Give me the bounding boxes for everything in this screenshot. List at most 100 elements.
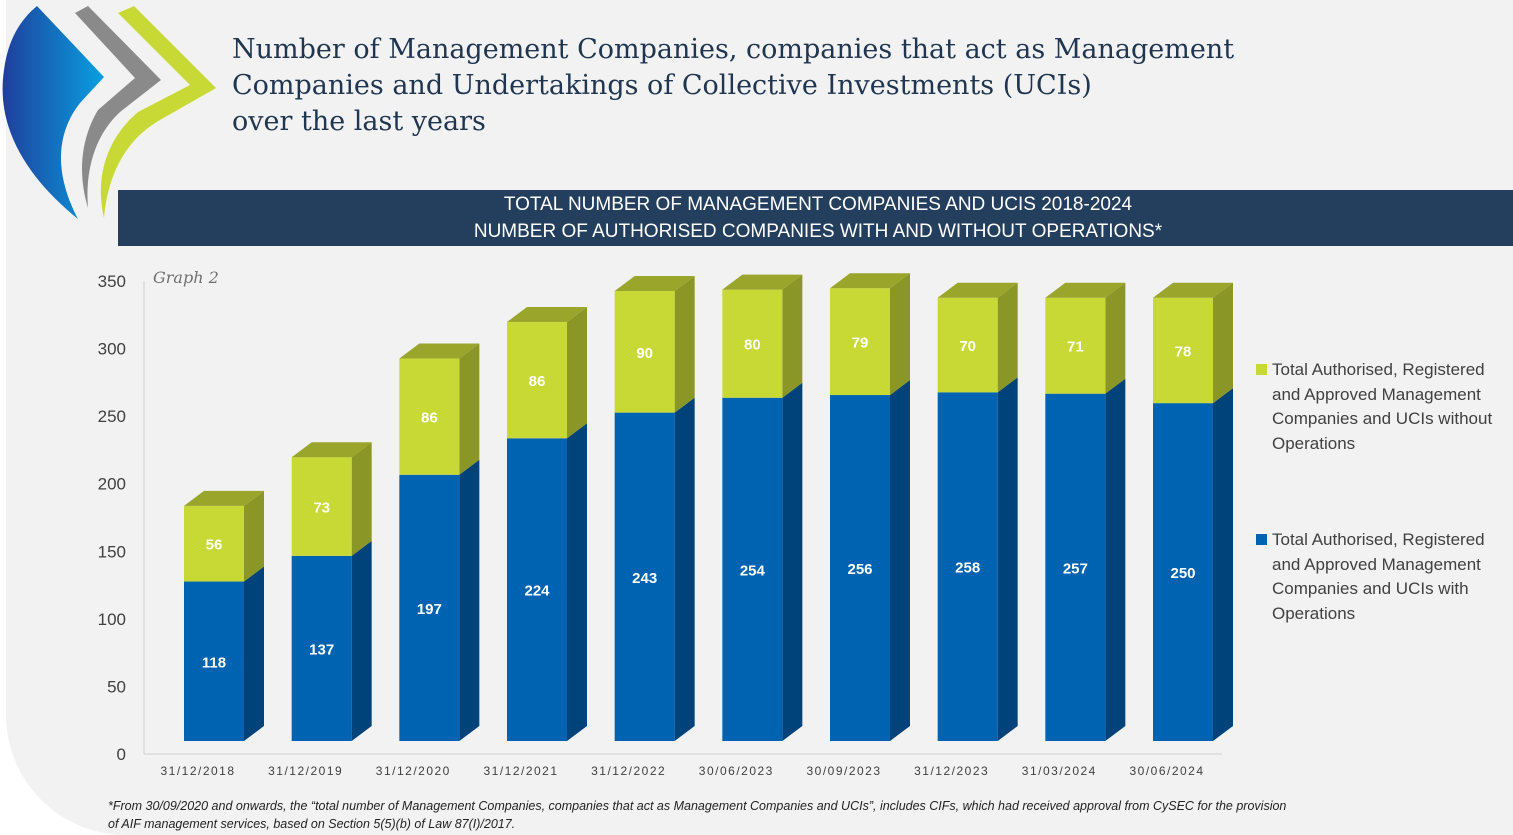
bar-side <box>244 490 264 582</box>
data-label: 73 <box>313 500 330 517</box>
bar-segment <box>184 581 244 741</box>
x-tick-label: 31/12/2020 <box>376 764 451 778</box>
y-tick-label: 50 <box>107 677 126 696</box>
y-tick-label: 350 <box>98 272 126 291</box>
bar-segment <box>507 322 567 439</box>
chart-annotation: Graph 2 <box>153 268 219 287</box>
bar-side <box>459 459 480 741</box>
x-tick-label: 31/12/2018 <box>160 764 235 778</box>
title-line: Companies and Undertakings of Collective… <box>232 70 1092 101</box>
data-label: 70 <box>959 338 976 355</box>
legend-swatch <box>1256 534 1267 545</box>
footnote: *From 30/09/2020 and onwards, the “total… <box>108 797 1408 833</box>
data-label: 71 <box>1067 339 1084 356</box>
data-label: 258 <box>955 560 980 577</box>
bar-side <box>244 566 264 741</box>
legend-item-with-operations: Total Authorised, Registered and Approve… <box>1256 528 1513 626</box>
bar-side <box>567 307 587 439</box>
bar-segment <box>291 555 352 741</box>
bar-segment <box>937 392 998 741</box>
bar-side <box>890 273 910 396</box>
bar-top <box>507 307 587 323</box>
bar-segment <box>399 358 460 475</box>
bar-segment <box>507 438 567 741</box>
x-tick-label: 31/12/2022 <box>591 764 666 778</box>
bar-side <box>1105 282 1126 394</box>
data-label: 80 <box>744 337 761 354</box>
y-tick-label: 0 <box>117 745 126 764</box>
bar-segment <box>1153 297 1213 404</box>
data-label: 90 <box>636 345 653 362</box>
banner-line: TOTAL NUMBER OF MANAGEMENT COMPANIES AND… <box>503 194 1133 215</box>
bar-side <box>890 380 910 741</box>
bar-segment <box>937 297 998 393</box>
data-label: 118 <box>202 654 226 671</box>
data-label: 254 <box>740 562 766 579</box>
bar-side <box>351 540 372 741</box>
page-title: Number of Management Companies, companie… <box>232 32 1234 140</box>
legend-label: Total Authorised, Registered and Approve… <box>1272 360 1493 453</box>
bar-side <box>1105 378 1126 741</box>
y-tick-label: 100 <box>98 610 126 629</box>
bar-side <box>459 343 480 475</box>
bar-top <box>184 490 264 506</box>
bar-segment <box>830 288 890 396</box>
x-tick-label: 31/12/2019 <box>268 764 343 778</box>
bar-segment <box>184 505 244 582</box>
x-tick-label: 30/09/2023 <box>806 764 881 778</box>
bar-top <box>614 275 695 291</box>
bar-top <box>1045 282 1126 298</box>
data-label: 257 <box>1063 560 1088 577</box>
y-tick-label: 200 <box>98 475 126 494</box>
data-label: 197 <box>417 601 442 618</box>
bar-top <box>830 273 910 289</box>
bar-segment <box>1045 393 1106 741</box>
bar-top <box>937 282 1018 298</box>
bar-side <box>567 423 587 741</box>
bar-segment <box>1045 297 1106 394</box>
banner-line: NUMBER OF AUTHORISED COMPANIES WITH AND … <box>473 221 1163 242</box>
bar-segment <box>614 290 675 413</box>
data-label: 243 <box>632 570 657 587</box>
bar-segment <box>1153 403 1213 741</box>
bar-top <box>291 442 372 458</box>
data-label: 137 <box>309 641 334 658</box>
bar-side <box>1213 282 1233 404</box>
x-tick-label: 31/03/2024 <box>1022 764 1097 778</box>
bar-side <box>674 275 695 413</box>
data-label: 224 <box>524 583 550 600</box>
x-tick-label: 30/06/2024 <box>1129 764 1204 778</box>
data-label: 78 <box>1175 343 1192 360</box>
bar-segment <box>291 457 352 556</box>
legend-label: Total Authorised, Registered and Approve… <box>1272 530 1485 623</box>
legend-swatch <box>1256 364 1267 375</box>
bar-side <box>997 282 1018 393</box>
bar-segment <box>722 289 783 398</box>
bar-side <box>351 442 372 556</box>
y-tick-label: 150 <box>98 542 126 561</box>
footnote-line: of AIF management services, based on Sec… <box>108 817 516 831</box>
bar-segment <box>830 395 890 741</box>
bar-side <box>997 377 1018 741</box>
bar-top <box>399 343 480 359</box>
data-label: 250 <box>1170 565 1195 582</box>
bar-segment <box>722 397 783 741</box>
bar-side <box>1213 388 1233 741</box>
bar-side <box>674 397 695 741</box>
chart-banner: TOTAL NUMBER OF MANAGEMENT COMPANIES AND… <box>118 190 1513 246</box>
bar-top <box>1153 282 1233 298</box>
data-label: 86 <box>529 373 546 390</box>
y-tick-label: 300 <box>98 340 126 359</box>
data-label: 256 <box>847 561 872 578</box>
x-tick-label: 31/12/2021 <box>483 764 558 778</box>
data-label: 86 <box>421 410 438 427</box>
bar-side <box>782 274 803 398</box>
bar-segment <box>399 474 460 741</box>
bar-side <box>782 382 803 741</box>
x-tick-label: 30/06/2023 <box>699 764 774 778</box>
bar-top <box>722 274 803 290</box>
legend-item-without-operations: Total Authorised, Registered and Approve… <box>1256 358 1513 456</box>
title-line: over the last years <box>232 106 486 137</box>
